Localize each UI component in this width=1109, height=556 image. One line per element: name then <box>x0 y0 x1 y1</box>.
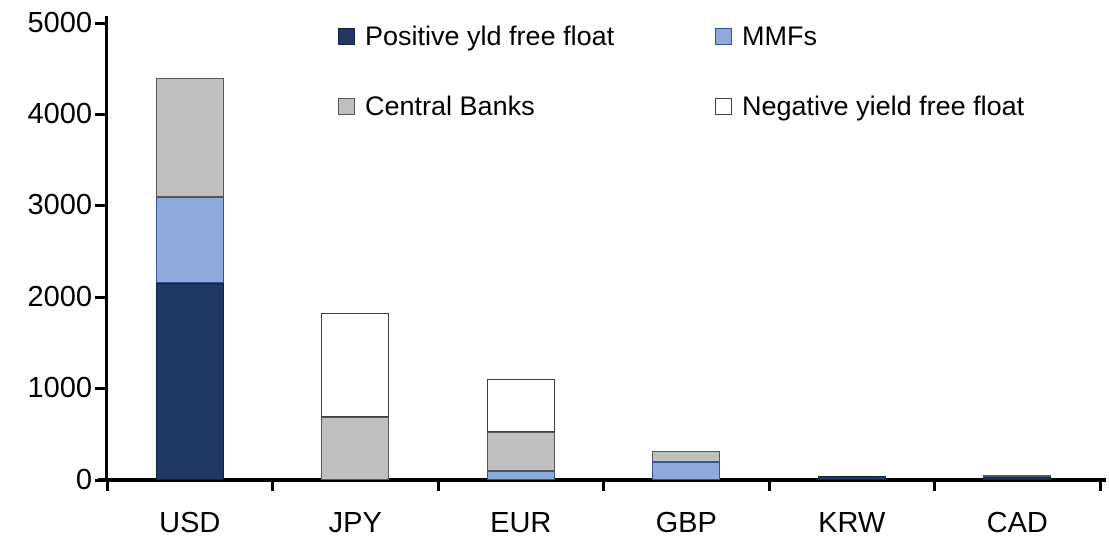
x-category-label-gbp: GBP <box>655 507 717 539</box>
x-tick-4 <box>767 482 771 491</box>
legend-item-central-banks: Central Banks <box>338 91 535 121</box>
bar-segment-usd-mmfs <box>155 196 224 284</box>
y-tick-0 <box>95 478 106 482</box>
y-tick-4000 <box>95 112 106 116</box>
y-tick-label-3000: 3000 <box>27 189 92 222</box>
bar-segment-eur-central-banks <box>486 432 555 471</box>
x-category-label-eur: EUR <box>490 507 552 539</box>
legend-swatch-icon <box>715 27 732 45</box>
x-tick-0 <box>105 482 109 491</box>
x-tick-5 <box>933 482 936 491</box>
x-tick-3 <box>602 482 605 491</box>
y-tick-label-2000: 2000 <box>27 280 92 313</box>
x-tick-6 <box>1098 482 1102 491</box>
legend-label: Central Banks <box>365 91 535 121</box>
legend-swatch-icon <box>715 97 732 115</box>
legend-swatch-icon <box>338 27 355 45</box>
x-tick-1 <box>271 482 274 491</box>
y-tick-1000 <box>95 387 106 391</box>
y-tick-5000 <box>95 21 106 25</box>
y-axis-line <box>105 16 108 482</box>
y-tick-label-1000: 1000 <box>27 372 92 405</box>
bar-segment-cad-positive-yld-free-float <box>983 477 1052 480</box>
bar-segment-krw-positive-yld-free-float <box>817 476 886 480</box>
legend-item-positive-yld-free-float: Positive yld free float <box>338 21 614 51</box>
legend-label: MMFs <box>742 21 817 51</box>
legend-item-negative-yield-free-float: Negative yield free float <box>715 91 1024 121</box>
bar-segment-gbp-central-banks <box>652 450 721 462</box>
x-category-label-usd: USD <box>159 507 221 539</box>
x-category-label-jpy: JPY <box>328 507 382 539</box>
legend-label: Negative yield free float <box>742 91 1025 121</box>
y-tick-2000 <box>95 295 106 299</box>
legend-label: Positive yld free float <box>365 21 615 51</box>
y-tick-3000 <box>95 204 106 208</box>
bar-segment-usd-central-banks <box>155 77 224 197</box>
legend-swatch-icon <box>338 97 355 115</box>
y-tick-label-5000: 5000 <box>27 6 92 39</box>
x-tick-2 <box>436 482 440 491</box>
bar-segment-jpy-central-banks <box>321 416 390 480</box>
x-category-label-krw: KRW <box>818 507 886 539</box>
bar-segment-jpy-negative-yield-free-float <box>321 312 390 417</box>
x-category-label-cad: CAD <box>986 507 1048 539</box>
x-axis-line <box>98 478 1106 482</box>
legend-item-mmfs: MMFs <box>715 21 817 51</box>
bar-segment-usd-positive-yld-free-float <box>155 283 224 480</box>
y-tick-label-0: 0 <box>75 463 92 496</box>
y-tick-label-4000: 4000 <box>27 97 92 130</box>
bar-segment-eur-negative-yield-free-float <box>486 379 555 433</box>
bar-segment-eur-mmfs <box>486 470 555 480</box>
bar-segment-cad-central-banks <box>983 474 1052 478</box>
bar-segment-gbp-mmfs <box>652 461 721 480</box>
